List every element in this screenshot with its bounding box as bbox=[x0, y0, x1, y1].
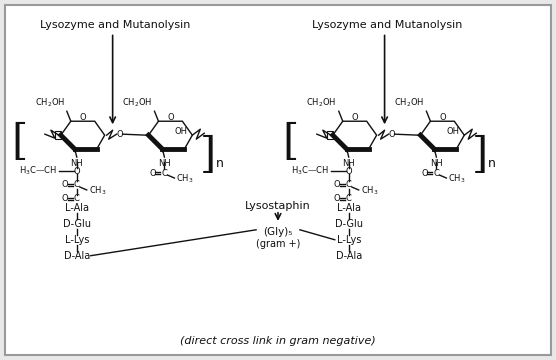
Text: D-Ala: D-Ala bbox=[336, 251, 362, 261]
Text: L-Lys: L-Lys bbox=[64, 235, 89, 245]
Text: CH$_3$: CH$_3$ bbox=[448, 173, 466, 185]
Text: [: [ bbox=[11, 121, 27, 163]
Bar bbox=[55, 131, 61, 139]
Text: O: O bbox=[345, 167, 352, 176]
Text: O: O bbox=[73, 167, 80, 176]
Text: C: C bbox=[161, 168, 167, 177]
Text: O: O bbox=[167, 113, 173, 122]
Text: CH$_2$OH: CH$_2$OH bbox=[122, 97, 152, 109]
Text: ]: ] bbox=[472, 134, 488, 176]
Text: O: O bbox=[80, 113, 86, 122]
Text: ]: ] bbox=[200, 134, 216, 176]
Text: OH: OH bbox=[175, 127, 187, 136]
Text: NH: NH bbox=[71, 159, 83, 168]
Text: CH$_2$OH: CH$_2$OH bbox=[394, 97, 424, 109]
Text: C: C bbox=[434, 168, 439, 177]
Text: n: n bbox=[488, 157, 496, 170]
Text: O: O bbox=[334, 180, 340, 189]
Text: Lysostaphin: Lysostaphin bbox=[245, 201, 311, 211]
Bar bbox=[327, 131, 333, 139]
Text: NH: NH bbox=[430, 159, 443, 168]
Text: O: O bbox=[351, 113, 358, 122]
Text: O: O bbox=[116, 130, 123, 139]
Text: D-Ala: D-Ala bbox=[63, 251, 90, 261]
Text: C: C bbox=[74, 194, 80, 203]
Text: C: C bbox=[74, 180, 80, 189]
Text: OH: OH bbox=[446, 127, 459, 136]
Text: C: C bbox=[346, 180, 351, 189]
Text: C: C bbox=[346, 194, 351, 203]
Text: n: n bbox=[216, 157, 224, 170]
Text: D-Glu: D-Glu bbox=[335, 219, 363, 229]
Text: L-Lys: L-Lys bbox=[336, 235, 361, 245]
FancyBboxPatch shape bbox=[5, 5, 551, 355]
Text: O: O bbox=[62, 194, 68, 203]
Text: (direct cross link in gram negative): (direct cross link in gram negative) bbox=[180, 336, 376, 346]
Text: O: O bbox=[439, 113, 446, 122]
Text: H$_3$C—CH: H$_3$C—CH bbox=[291, 165, 329, 177]
Text: L-Ala: L-Ala bbox=[337, 203, 361, 213]
Text: O: O bbox=[149, 168, 156, 177]
Text: Lysozyme and Mutanolysin: Lysozyme and Mutanolysin bbox=[312, 19, 463, 30]
Text: (gram +): (gram +) bbox=[256, 239, 300, 249]
Text: O: O bbox=[62, 180, 68, 189]
Text: NH: NH bbox=[158, 159, 171, 168]
Text: CH$_3$: CH$_3$ bbox=[176, 173, 194, 185]
Text: CH$_3$: CH$_3$ bbox=[361, 185, 378, 197]
Text: NH: NH bbox=[342, 159, 355, 168]
Text: CH$_2$OH: CH$_2$OH bbox=[34, 97, 65, 109]
Text: Lysozyme and Mutanolysin: Lysozyme and Mutanolysin bbox=[41, 19, 191, 30]
Text: L-Ala: L-Ala bbox=[65, 203, 89, 213]
Text: CH$_2$OH: CH$_2$OH bbox=[306, 97, 337, 109]
Text: (Gly)₅: (Gly)₅ bbox=[264, 227, 292, 237]
Text: H$_3$C—CH: H$_3$C—CH bbox=[19, 165, 57, 177]
Text: O: O bbox=[388, 130, 395, 139]
Text: O: O bbox=[421, 168, 428, 177]
Text: [: [ bbox=[283, 121, 299, 163]
Text: O: O bbox=[334, 194, 340, 203]
Text: CH$_3$: CH$_3$ bbox=[89, 185, 106, 197]
Text: D-Glu: D-Glu bbox=[63, 219, 91, 229]
